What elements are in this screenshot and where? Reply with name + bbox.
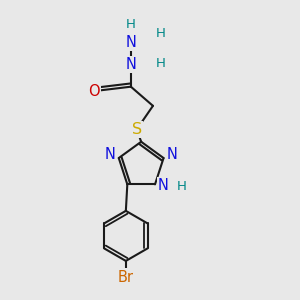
Text: N: N [104,147,116,162]
Text: H: H [155,57,165,70]
Text: H: H [155,27,165,40]
Text: S: S [132,122,142,137]
Text: H: H [126,18,136,32]
Text: Br: Br [118,270,134,285]
Text: N: N [125,57,136,72]
Text: O: O [88,84,100,99]
Text: H: H [177,180,186,193]
Text: N: N [158,178,169,193]
Text: N: N [167,147,177,162]
Text: N: N [125,35,136,50]
